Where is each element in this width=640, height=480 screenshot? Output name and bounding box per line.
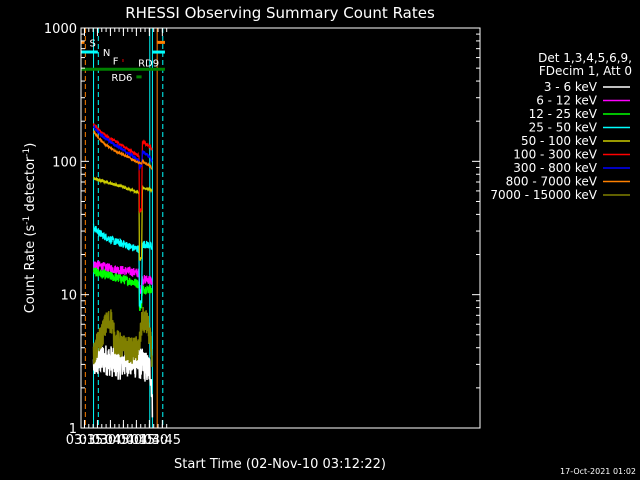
flag-label: RD6 [111,73,132,84]
x-tick-label: 04:30 [131,433,168,448]
flag-label: RD9 [138,58,159,69]
y-tick-label: 10 [60,289,77,304]
plot-frame [80,27,481,429]
y-tick-label: 1000 [44,22,77,37]
series-line [92,343,154,418]
flag-label: F [113,57,119,68]
legend: Det 1,3,4,5,6,9,FDecim 1, Att 0 3 - 6 keV… [490,51,632,202]
legend-header: FDecim 1, Att 0 [539,64,632,78]
y-tick-label: 1 [69,422,77,437]
x-tick-label: 03:30 [79,433,116,448]
x-axis-label: Start Time (02-Nov-10 03:12:22) [174,457,386,472]
x-tick-label: 03:15 [66,433,103,448]
legend-header: Det 1,3,4,5,6,9, [538,51,632,65]
x-tick-label: 04:00 [105,433,142,448]
flag-label: N [103,48,110,59]
y-axis-label: Count Rate (s-1 detector-1) [22,143,38,314]
legend-entry: 12 - 25 keV [529,107,598,121]
x-tick-label: 03:45 [92,433,129,448]
y-tick-label: 100 [52,155,77,170]
series-line [92,124,153,171]
x-tick-label: 04:45 [144,433,181,448]
legend-entry: 6 - 12 keV [536,94,598,108]
legend-entry: 7000 - 15000 keV [490,188,597,202]
x-tick-label: 04:15 [118,433,155,448]
legend-entry: 100 - 300 keV [513,148,597,162]
series-layer [92,123,154,418]
timestamp: 17-Oct-2021 01:02 [560,467,636,476]
flag-label: S [89,38,95,49]
legend-entry: 25 - 50 keV [529,121,598,135]
legend-entry: 3 - 6 keV [544,80,598,94]
series-line [92,129,153,171]
flag-bars: SNF RD9 RD6 [81,38,165,84]
legend-entry: 50 - 100 keV [521,134,598,148]
y-axis: 1 10 100 1000 [44,22,480,437]
legend-entry: 300 - 800 keV [513,161,597,175]
series-line [92,223,153,308]
legend-entry: 800 - 7000 keV [506,175,598,189]
series-line [92,306,153,367]
chart-title: RHESSI Observing Summary Count Rates [125,4,435,22]
